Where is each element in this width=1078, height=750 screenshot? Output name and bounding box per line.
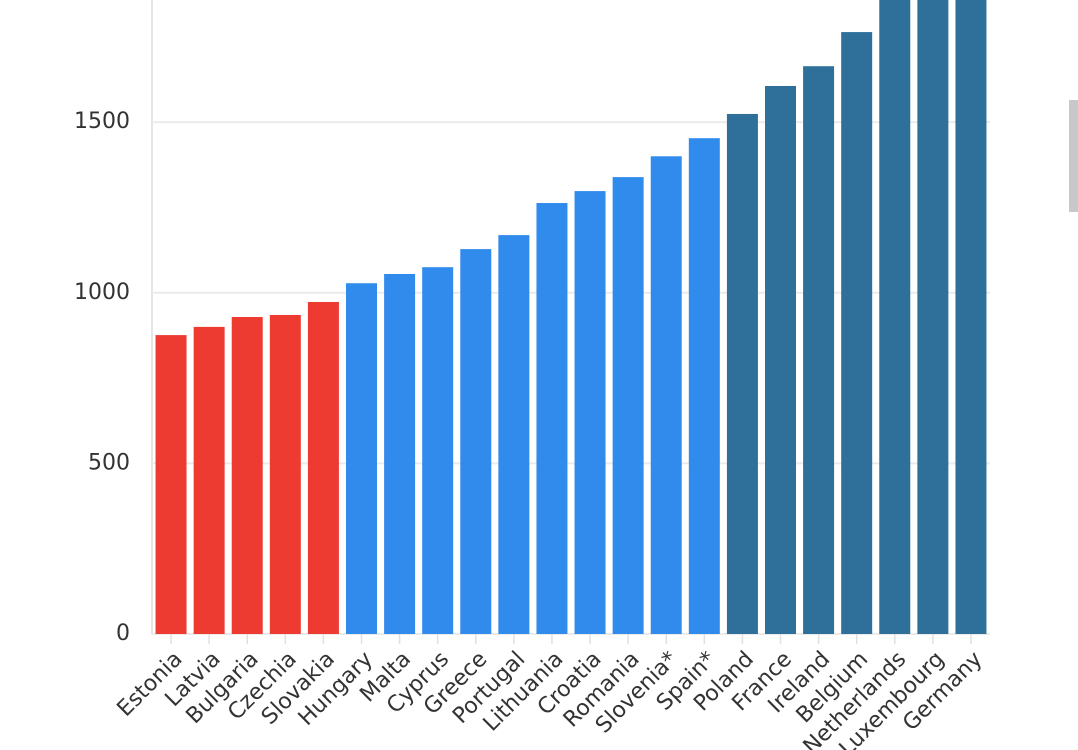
bar (879, 0, 911, 635)
bar (765, 85, 796, 634)
bar (917, 0, 949, 634)
bar (841, 32, 873, 635)
bar (155, 335, 187, 634)
bar (384, 274, 416, 634)
y-tick-label: 1500 (74, 109, 130, 134)
bar (955, 0, 987, 634)
bar (726, 113, 758, 635)
bar (536, 203, 568, 634)
bar (193, 326, 225, 634)
bar (574, 191, 606, 634)
bar (688, 138, 720, 634)
bar (612, 177, 644, 635)
y-tick-label: 500 (88, 450, 130, 475)
bar (231, 317, 263, 634)
bar (422, 267, 454, 634)
bar (346, 283, 377, 634)
bar (307, 301, 339, 634)
bar (803, 66, 835, 634)
bar (460, 249, 492, 634)
scrollbar[interactable] (1069, 100, 1078, 212)
bar (650, 156, 682, 634)
bar (269, 314, 301, 634)
y-tick-label: 1000 (74, 280, 130, 305)
bar (498, 235, 530, 635)
y-tick-label: 0 (116, 621, 130, 646)
